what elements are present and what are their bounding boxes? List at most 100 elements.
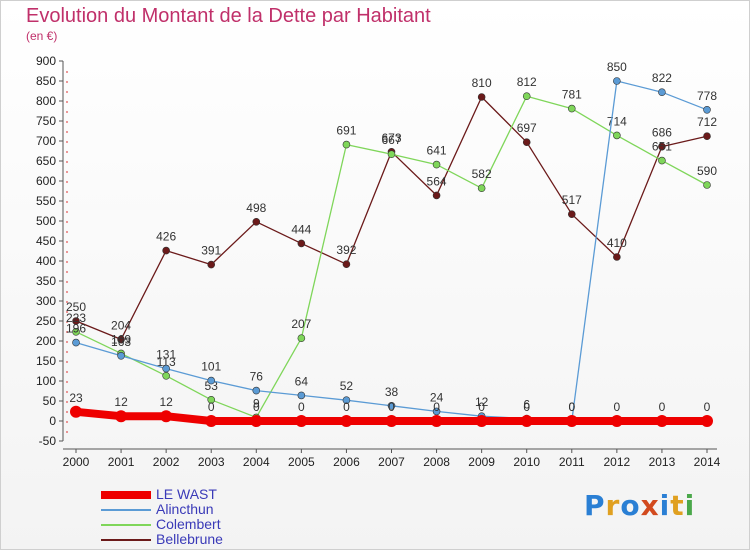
x-tick-label: 2002: [153, 455, 180, 469]
data-label-bellebrune: 204: [111, 318, 131, 332]
legend-swatch-alincthun: [101, 509, 151, 511]
data-label-colembert: 812: [517, 75, 537, 89]
x-tick-label: 2009: [468, 455, 495, 469]
x-tick-label: 2012: [604, 455, 631, 469]
data-point-alincthun: [387, 401, 396, 410]
data-point-colembert: [432, 160, 441, 169]
data-label-bellebrune: 426: [156, 230, 176, 244]
logo-letter: i: [684, 489, 696, 522]
data-point-bellebrune: [162, 246, 170, 255]
data-label-alincthun: 12: [475, 395, 489, 409]
data-point-colembert: [342, 140, 351, 149]
data-label-bellebrune: 697: [517, 121, 537, 135]
data-label-bellebrune: 444: [291, 222, 311, 236]
data-point-colembert: [477, 184, 486, 192]
logo-letter: P: [584, 489, 606, 522]
y-tick-label: 250: [36, 314, 56, 328]
data-point-alincthun: [297, 391, 306, 400]
data-point-le-wast: [475, 415, 488, 427]
data-label-colembert: 667: [381, 133, 401, 147]
y-tick-label: 200: [36, 334, 56, 348]
data-point-bellebrune: [72, 317, 80, 325]
y-tick-label: 400: [36, 254, 56, 268]
x-tick-label: 2014: [694, 455, 721, 469]
data-label-alincthun: 0: [568, 400, 575, 414]
logo-letter: i: [659, 489, 671, 522]
data-label-bellebrune: 250: [66, 300, 86, 314]
data-point-le-wast: [70, 405, 82, 418]
legend-swatch-bellebrune: [101, 539, 151, 541]
data-label-colembert: 582: [472, 167, 492, 181]
y-tick-label: 600: [36, 174, 56, 188]
data-label-le-wast: 0: [659, 400, 666, 414]
y-tick-label: 900: [36, 54, 56, 68]
data-point-le-wast: [565, 415, 578, 427]
data-point-bellebrune: [477, 93, 486, 101]
data-point-bellebrune: [252, 218, 261, 226]
data-label-le-wast: 0: [253, 400, 260, 414]
data-label-le-wast: 0: [343, 400, 350, 414]
data-point-colembert: [522, 92, 531, 100]
data-point-le-wast: [701, 415, 713, 427]
y-tick-label: 300: [36, 294, 56, 308]
data-label-le-wast: 0: [433, 400, 440, 414]
data-label-colembert: 207: [291, 317, 311, 331]
data-point-le-wast: [655, 415, 668, 427]
legend-label-colembert: Colembert: [156, 516, 221, 532]
x-tick-label: 2001: [108, 455, 135, 469]
data-point-bellebrune: [117, 335, 125, 344]
y-tick-label: -50: [39, 434, 57, 448]
data-label-alincthun: 822: [652, 71, 672, 85]
logo-letter: r: [605, 489, 621, 522]
data-point-bellebrune: [658, 142, 666, 151]
x-tick-label: 2008: [423, 455, 450, 469]
data-label-bellebrune: 712: [697, 115, 717, 129]
y-tick-label: 350: [36, 274, 56, 288]
y-tick-label: 800: [36, 94, 56, 108]
data-label-alincthun: 76: [250, 370, 264, 384]
data-point-alincthun: [432, 407, 441, 416]
data-point-alincthun: [207, 376, 216, 385]
y-tick-label: 100: [36, 374, 56, 388]
x-tick-label: 2007: [378, 455, 405, 469]
data-point-colembert: [297, 334, 306, 343]
data-point-colembert: [72, 327, 80, 336]
x-tick-label: 2013: [649, 455, 676, 469]
data-label-colembert: 714: [607, 114, 627, 128]
data-point-colembert: [658, 156, 666, 165]
data-label-alincthun: 101: [201, 360, 221, 374]
x-tick-label: 2005: [288, 455, 315, 469]
data-point-bellebrune: [342, 260, 351, 269]
data-point-colembert: [613, 131, 621, 140]
legend-swatch-le-wast: [101, 491, 151, 499]
data-point-bellebrune: [703, 132, 711, 140]
data-point-alincthun: [613, 77, 621, 85]
data-label-bellebrune: 391: [201, 244, 221, 258]
data-point-le-wast: [295, 415, 308, 427]
data-label-le-wast: 0: [568, 400, 575, 414]
data-point-le-wast: [385, 415, 398, 427]
data-label-le-wast: 0: [388, 400, 395, 414]
data-label-alincthun: 131: [156, 348, 176, 362]
data-label-le-wast: 0: [523, 400, 530, 414]
data-label-bellebrune: 810: [472, 76, 492, 90]
data-point-le-wast: [430, 415, 443, 427]
data-label-le-wast: 0: [298, 400, 305, 414]
data-label-bellebrune: 498: [246, 201, 266, 215]
data-point-bellebrune: [297, 239, 306, 248]
data-point-bellebrune: [522, 138, 531, 146]
data-point-alincthun: [658, 88, 666, 96]
data-point-le-wast: [610, 415, 623, 427]
y-tick-label: 550: [36, 194, 56, 208]
data-point-le-wast: [115, 410, 128, 423]
x-tick-label: 2003: [198, 455, 225, 469]
data-point-colembert: [207, 395, 216, 404]
data-label-colembert: 9: [253, 396, 260, 410]
y-tick-label: 650: [36, 154, 56, 168]
data-label-alincthun: 778: [697, 89, 717, 103]
data-point-alincthun: [72, 338, 80, 347]
data-point-le-wast: [340, 415, 353, 427]
data-label-colembert: 651: [652, 140, 672, 154]
legend-label-alincthun: Alincthun: [156, 501, 214, 517]
